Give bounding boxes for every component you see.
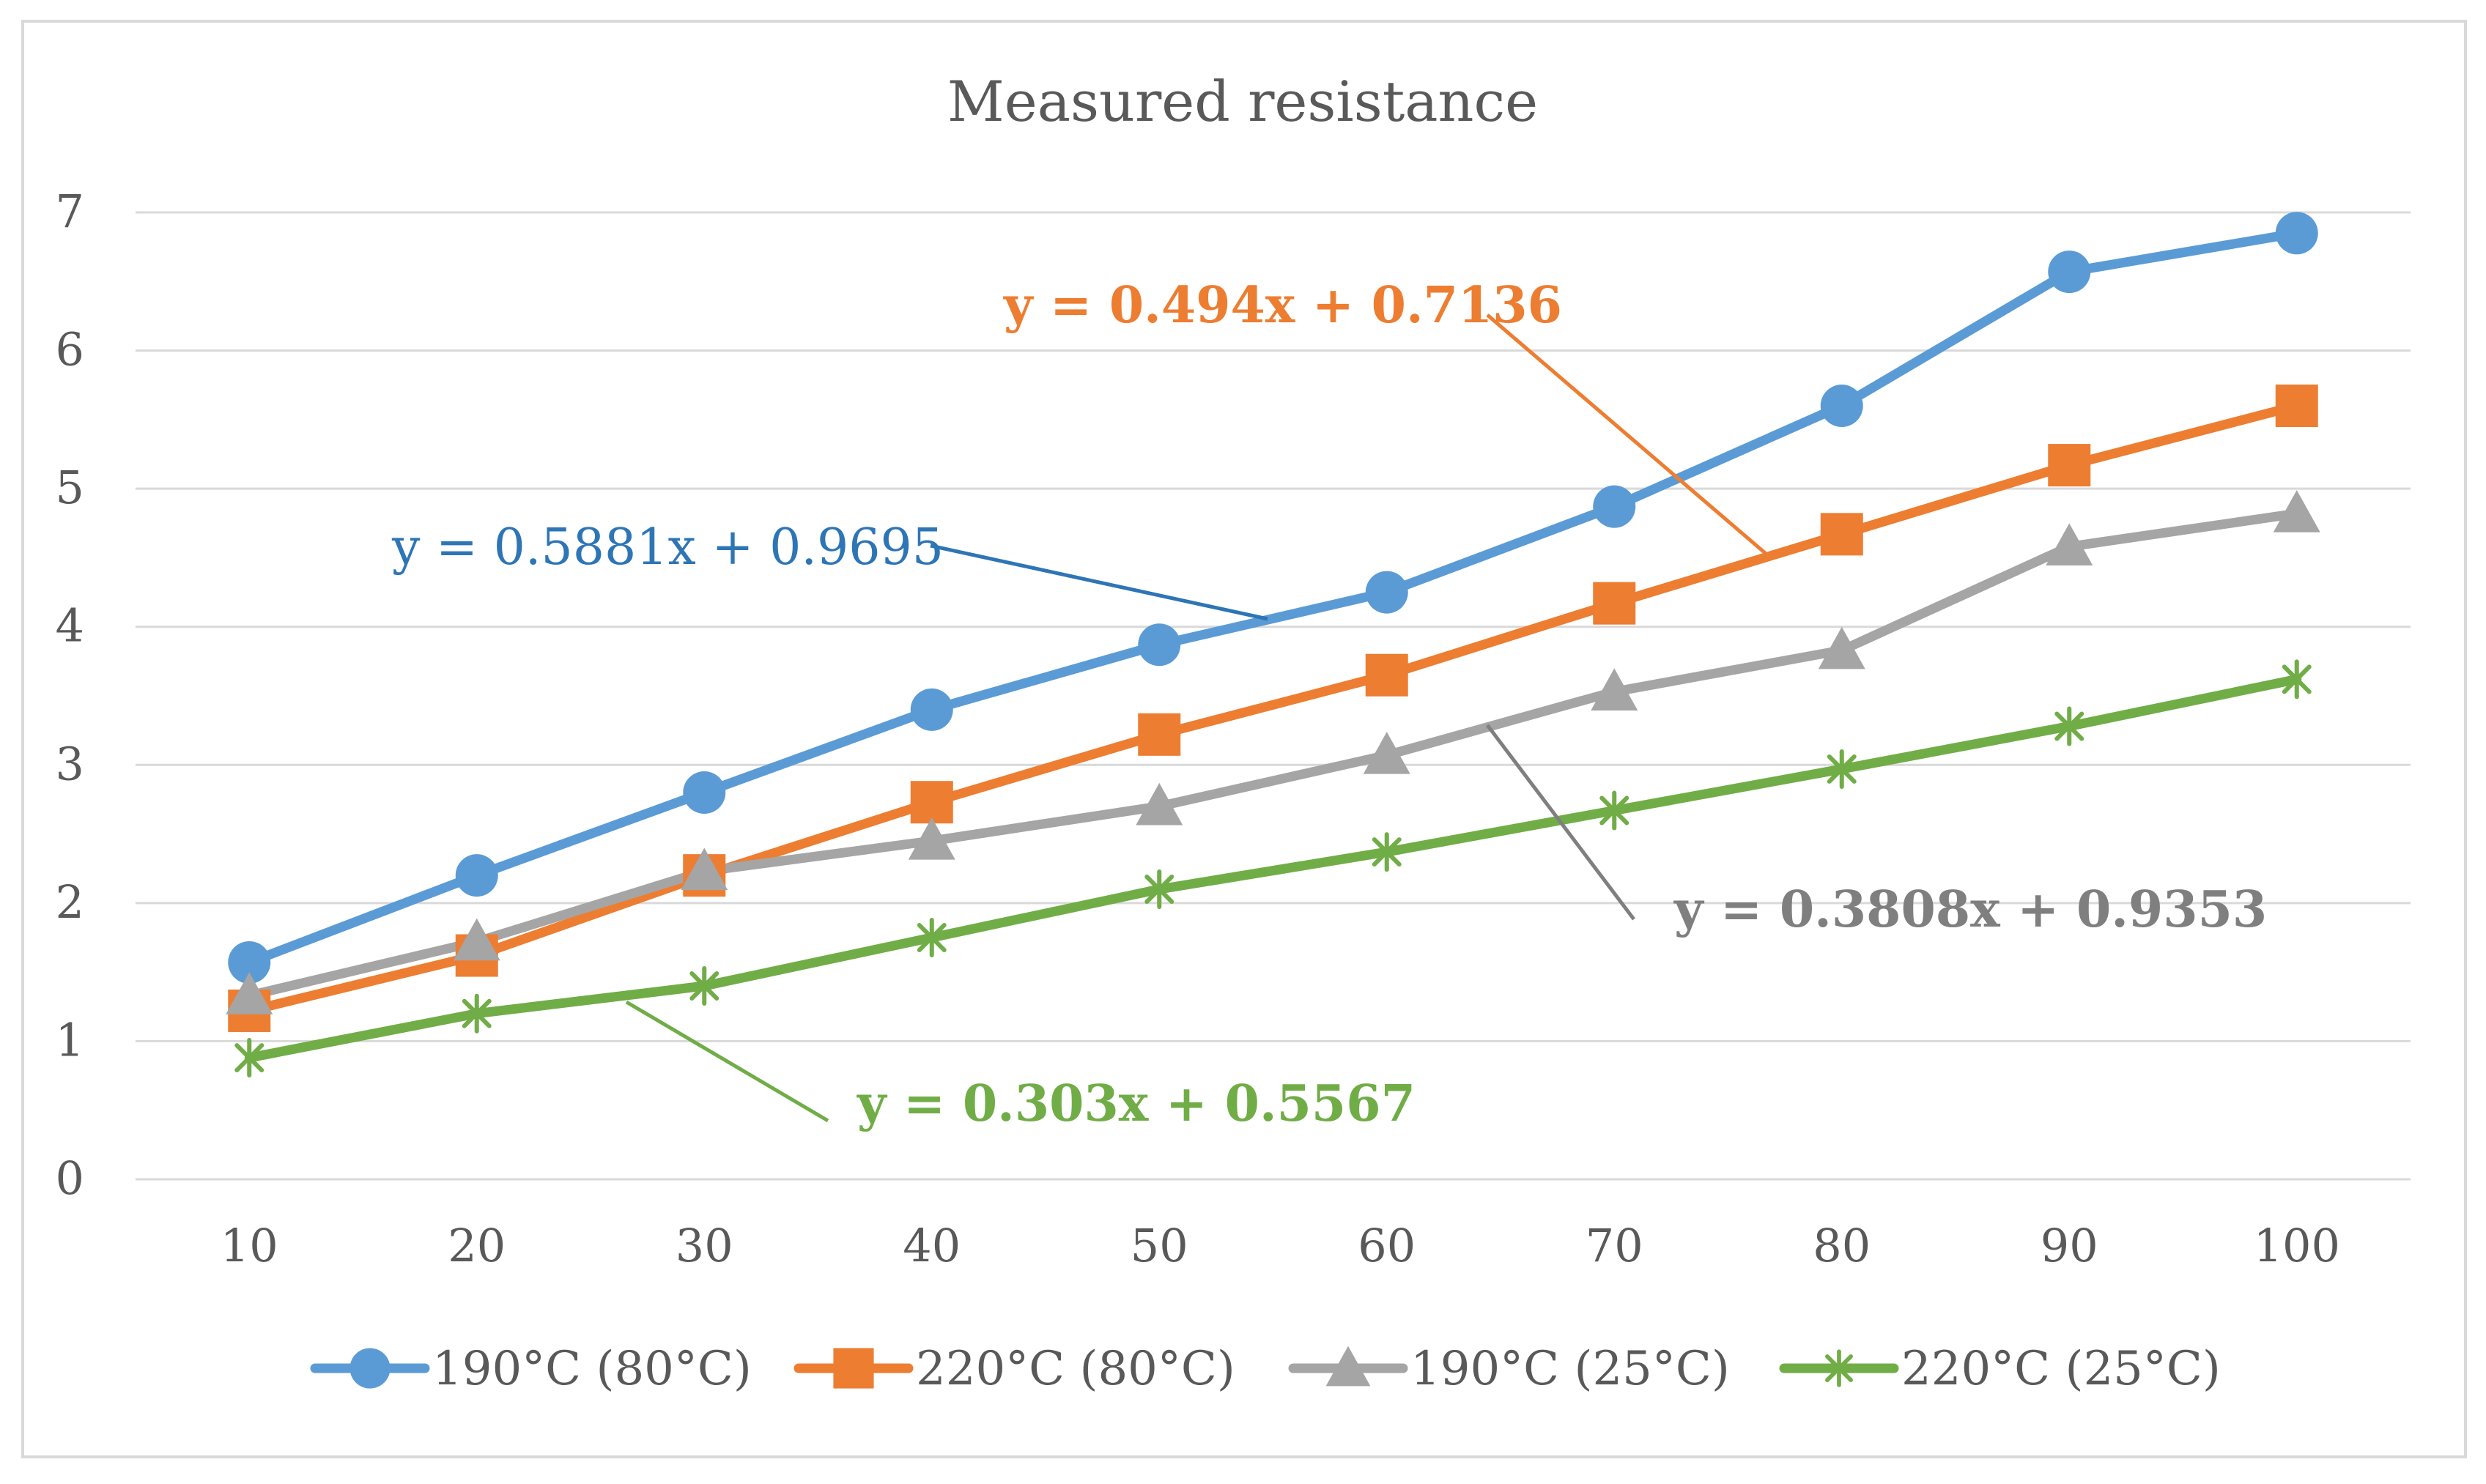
legend-swatch-marker <box>1325 1346 1371 1387</box>
trendline-equation-1: y = 0.494x + 0.7136 <box>1003 276 1562 335</box>
y-tick-label: 7 <box>56 185 84 238</box>
data-point-s0-2 <box>683 771 726 814</box>
x-tick-label: 40 <box>903 1219 961 1272</box>
data-point-s0-0 <box>228 941 271 984</box>
x-tick-label: 60 <box>1358 1219 1416 1272</box>
trendline-equations: y = 0.5881x + 0.9695 y = 0.494x + 0.7136 y… <box>391 276 2267 1133</box>
data-point-s0-6 <box>1593 485 1636 528</box>
data-point-s3-8 <box>2054 706 2084 746</box>
data-point-s0-7 <box>1820 385 1863 427</box>
chart-border <box>21 20 2467 1458</box>
trendline-leader-3 <box>625 1000 829 1123</box>
data-point-s2-6 <box>1591 668 1638 711</box>
y-axis-ticks: 0 1 2 3 4 5 6 7 <box>56 185 84 1205</box>
legend-item-3: 220°C (25°C) <box>1779 1342 2221 1396</box>
legend-label: 190°C (80°C) <box>432 1342 752 1396</box>
trendline-leader-0 <box>930 543 1268 621</box>
y-tick-label: 5 <box>56 461 84 514</box>
legend-label: 220°C (25°C) <box>1901 1342 2221 1396</box>
series-markers <box>226 212 2320 1078</box>
x-tick-label: 10 <box>221 1219 278 1272</box>
series-line-3 <box>244 674 2302 1063</box>
trendline-equation-3: y = 0.303x + 0.5567 <box>857 1075 1416 1133</box>
data-point-s3-3 <box>917 918 947 957</box>
y-tick-label: 3 <box>56 737 84 790</box>
data-point-s1-4 <box>1138 713 1181 756</box>
y-tick-label: 0 <box>56 1151 84 1205</box>
x-tick-label: 30 <box>676 1219 733 1272</box>
data-point-s1-8 <box>2048 444 2091 487</box>
data-point-s0-5 <box>1365 571 1408 614</box>
data-point-s3-0 <box>234 1038 264 1078</box>
x-axis-ticks: 10 20 30 40 50 60 70 80 90 100 <box>221 1219 2340 1272</box>
x-tick-label: 70 <box>1586 1219 1643 1272</box>
trendline-equation-0: y = 0.5881x + 0.9695 <box>391 519 944 576</box>
data-point-s2-9 <box>2273 490 2320 533</box>
data-point-s1-9 <box>2275 385 2318 427</box>
legend-item-0: 190°C (80°C) <box>310 1342 752 1396</box>
series-line-0 <box>244 228 2302 968</box>
series-line-2 <box>244 508 2302 1001</box>
chart-title: Measured resistance <box>947 69 1538 134</box>
legend-swatch-marker <box>1825 1349 1853 1387</box>
data-point-s0-9 <box>2275 212 2318 255</box>
data-point-s3-1 <box>462 993 492 1034</box>
trendline-leader-2 <box>1486 724 1635 921</box>
data-point-s1-5 <box>1365 653 1408 697</box>
x-tick-label: 80 <box>1813 1219 1871 1272</box>
data-point-s1-7 <box>1820 513 1863 556</box>
series-line-1 <box>244 401 2302 1016</box>
data-point-s2-4 <box>1136 782 1183 826</box>
series-lines <box>244 228 2302 1063</box>
y-tick-label: 2 <box>56 875 84 929</box>
data-point-s2-3 <box>908 817 955 860</box>
data-point-s3-6 <box>1599 790 1629 831</box>
x-tick-label: 20 <box>448 1219 506 1272</box>
data-point-s3-7 <box>1827 749 1857 789</box>
data-point-s2-1 <box>453 918 500 961</box>
y-tick-label: 1 <box>56 1013 84 1066</box>
legend-label: 220°C (80°C) <box>916 1342 1235 1396</box>
data-point-s3-9 <box>2282 659 2312 700</box>
x-tick-label: 90 <box>2041 1219 2098 1272</box>
data-point-s1-3 <box>910 781 953 824</box>
data-point-s1-6 <box>1593 582 1636 625</box>
x-tick-label: 50 <box>1131 1219 1188 1272</box>
y-tick-label: 6 <box>56 323 84 376</box>
data-point-s0-3 <box>910 688 953 731</box>
legend-swatch-marker <box>833 1348 874 1389</box>
data-point-s2-5 <box>1363 732 1410 774</box>
legend-label: 190°C (25°C) <box>1410 1342 1730 1396</box>
trendline-leaders <box>625 314 1771 1123</box>
data-point-s3-4 <box>1144 869 1174 909</box>
data-point-s2-0 <box>226 972 273 1014</box>
data-point-s0-4 <box>1138 623 1181 667</box>
legend: 190°C (80°C) 220°C (80°C) 190°C (25°C) 220°… <box>310 1342 2221 1396</box>
data-point-s2-2 <box>681 847 728 891</box>
y-tick-label: 4 <box>56 599 84 653</box>
data-point-s3-5 <box>1372 832 1402 872</box>
gridlines <box>136 211 2411 1181</box>
data-point-s0-1 <box>455 854 498 897</box>
legend-swatch-marker <box>349 1348 391 1389</box>
data-point-s2-7 <box>1818 626 1865 669</box>
data-point-s2-8 <box>2046 523 2093 565</box>
x-tick-label: 100 <box>2254 1219 2340 1272</box>
legend-item-1: 220°C (80°C) <box>793 1342 1235 1396</box>
legend-item-2: 190°C (25°C) <box>1288 1342 1730 1396</box>
data-point-s0-8 <box>2048 251 2091 294</box>
trendline-leader-1 <box>1486 314 1771 558</box>
data-point-s3-2 <box>689 966 719 1006</box>
trendline-equation-2: y = 0.3808x + 0.9353 <box>1673 880 2267 939</box>
